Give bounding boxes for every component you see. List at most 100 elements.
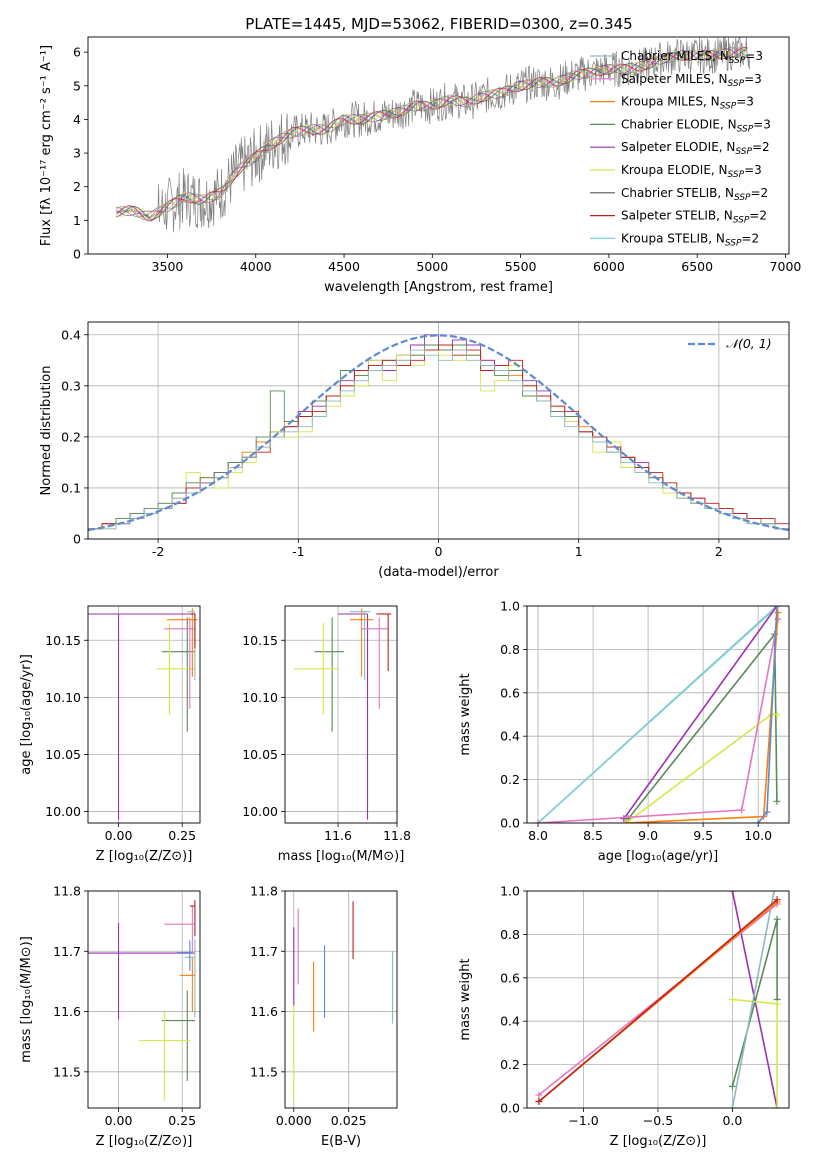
- errorbar-point: [361, 617, 389, 709]
- legend-tail: =3: [744, 163, 762, 177]
- x-tick-label: 8.0: [528, 828, 548, 843]
- y-tick-label: 0.4: [61, 327, 81, 342]
- mass-weight-marker: [773, 915, 781, 923]
- mass-weight-marker: [534, 819, 542, 823]
- y-axis-label: Flux [fλ 10⁻¹⁷ erg cm⁻² s⁻¹ A⁻¹]: [39, 45, 54, 246]
- spectrum-model-line: [116, 46, 748, 222]
- mass-weight-line: [731, 891, 775, 1108]
- axes-frame: [284, 605, 398, 824]
- legend-entry: Kroupa STELIB, NSSP=2: [621, 231, 759, 248]
- errorbar-point: [179, 957, 195, 1012]
- legend-subscript: SSP: [728, 79, 745, 89]
- mass-weight-marker: [773, 797, 781, 805]
- errorbar-point: [187, 611, 196, 681]
- legend-subscript: SSP: [720, 102, 737, 112]
- x-tick-label: 11.6: [324, 828, 352, 843]
- mass-weight-marker: [773, 896, 781, 904]
- axes-frame: [526, 605, 790, 824]
- y-axis-label: Normed distribution: [39, 366, 54, 496]
- x-tick-label: 3500: [152, 259, 184, 274]
- y-tick-label: 0.2: [500, 1057, 520, 1072]
- mass-weight-line: [626, 612, 779, 823]
- mass-weight-marker: [738, 806, 746, 814]
- legend-tail: =2: [741, 231, 759, 245]
- y-tick-label: 11.5: [53, 1064, 81, 1079]
- legend-tail: =3: [736, 95, 754, 109]
- y-tick-label: 0.4: [500, 729, 520, 744]
- legend-name: Salpeter STELIB, N: [621, 209, 733, 223]
- mass-vs-extinction-panel: 0.000 0.025 11.5 11.6 11.7 11.8 E(B-V): [250, 884, 398, 1149]
- spectrum-model-line: [116, 46, 748, 221]
- y-tick-label: 10.10: [45, 690, 81, 705]
- x-axis-label: Z [log₁₀(Z/Z⊙)]: [610, 1134, 707, 1149]
- errorbar-point: [189, 613, 196, 649]
- mass-weight-marker: [773, 1000, 781, 1008]
- legend-subscript: SSP: [728, 170, 745, 180]
- x-tick-label: 0: [435, 544, 443, 559]
- y-tick-label: 4: [73, 112, 81, 127]
- legend-name: Kroupa STELIB, N: [621, 231, 725, 245]
- y-tick-label: 1: [73, 213, 81, 228]
- errorbar-point: [164, 906, 195, 955]
- x-tick-label: 0.00: [105, 828, 133, 843]
- legend-entry: Chabrier MILES, NSSP=3: [621, 49, 763, 66]
- x-tick-label: 9.5: [693, 828, 713, 843]
- legend-name: Kroupa ELODIE, N: [621, 163, 728, 177]
- y-tick-label: 6: [73, 45, 81, 60]
- y-tick-label: 0.0: [500, 816, 520, 831]
- plot-area: [88, 900, 196, 1101]
- x-axis-label: mass [log₁₀(M/M⊙)]: [278, 849, 405, 864]
- legend-subscript: SSP: [735, 147, 752, 157]
- legend-tail: =3: [753, 117, 771, 131]
- y-tick-label: 0: [73, 247, 81, 262]
- errorbar-point: [88, 922, 195, 1020]
- errorbar-point: [293, 623, 339, 715]
- legend-entry: Salpeter ELODIE, NSSP=2: [621, 140, 770, 157]
- legend-entry: Kroupa MILES, NSSP=3: [621, 95, 754, 112]
- x-axis-label: Z [log₁₀(Z/Z⊙)]: [96, 849, 193, 864]
- x-tick-label: 0.000: [276, 1113, 312, 1128]
- axes-frame: [87, 36, 790, 255]
- y-tick-label: 10.10: [242, 690, 278, 705]
- figure-title: PLATE=1445, MJD=53062, FIBERID=0300, z=0…: [245, 15, 632, 33]
- x-tick-label: 0.025: [331, 1113, 367, 1128]
- axes-frame: [87, 321, 790, 540]
- residual-histogram-panel: -2 -1 0 1 2 0 0.1 0.2 0.3 0.4 (data-model)/error No…: [39, 321, 790, 580]
- x-axis-label: (data-model)/error: [378, 565, 499, 580]
- y-tick-label: 11.7: [250, 944, 278, 959]
- y-tick-label: 3: [73, 146, 81, 161]
- y-tick-label: 0.3: [61, 378, 81, 393]
- y-tick-label: 10.15: [242, 633, 278, 648]
- x-axis-label: age [log₁₀(age/yr)]: [598, 849, 719, 864]
- x-tick-label: 9.0: [638, 828, 658, 843]
- legend-name: Chabrier MILES, N: [621, 49, 729, 63]
- y-tick-label: 11.6: [53, 1004, 81, 1019]
- x-tick-label: 5500: [505, 259, 537, 274]
- mass-weight-marker: [728, 996, 736, 1003]
- y-tick-label: 0.6: [500, 970, 520, 985]
- y-tick-label: 2: [73, 179, 81, 194]
- age-vs-metallicity-panel: 0.00 0.25 10.00 10.05 10.10 10.15 Z [log₁₀(Z/Z…: [19, 605, 201, 864]
- errorbar-point: [164, 617, 195, 709]
- axes-frame: [87, 605, 201, 824]
- x-tick-label: 5000: [416, 259, 448, 274]
- legend-label: 𝒩(0, 1): [726, 336, 772, 351]
- legend-entry: Kroupa ELODIE, NSSP=3: [621, 163, 762, 180]
- mass-weight-line: [538, 899, 778, 1103]
- axes-frame: [284, 890, 398, 1109]
- errorbar-point: [161, 990, 195, 1081]
- errorbar-point: [156, 623, 195, 715]
- x-tick-label: 10.0: [744, 828, 772, 843]
- y-tick-label: 0.6: [500, 685, 520, 700]
- mass-weight-vs-age-panel: 8.0 8.5 9.0 9.5 10.0 0.0 0.2 0.4 0.6 0.8 1.0 age [l…: [458, 599, 790, 864]
- y-tick-label: 1.0: [500, 884, 520, 899]
- errorbar-point: [177, 940, 193, 971]
- legend-entry: Chabrier STELIB, NSSP=2: [621, 186, 768, 203]
- legend-subscript: SSP: [725, 238, 742, 248]
- mass-weight-marker: [774, 609, 782, 617]
- plot-area: [88, 334, 789, 539]
- spectrum-panel: 3500 4000 4500 5000 5500 6000 6500 7000 0 1 2 3 4 5 6 w…: [39, 36, 801, 295]
- y-tick-label: 0.2: [61, 429, 81, 444]
- histogram-step: [88, 349, 789, 539]
